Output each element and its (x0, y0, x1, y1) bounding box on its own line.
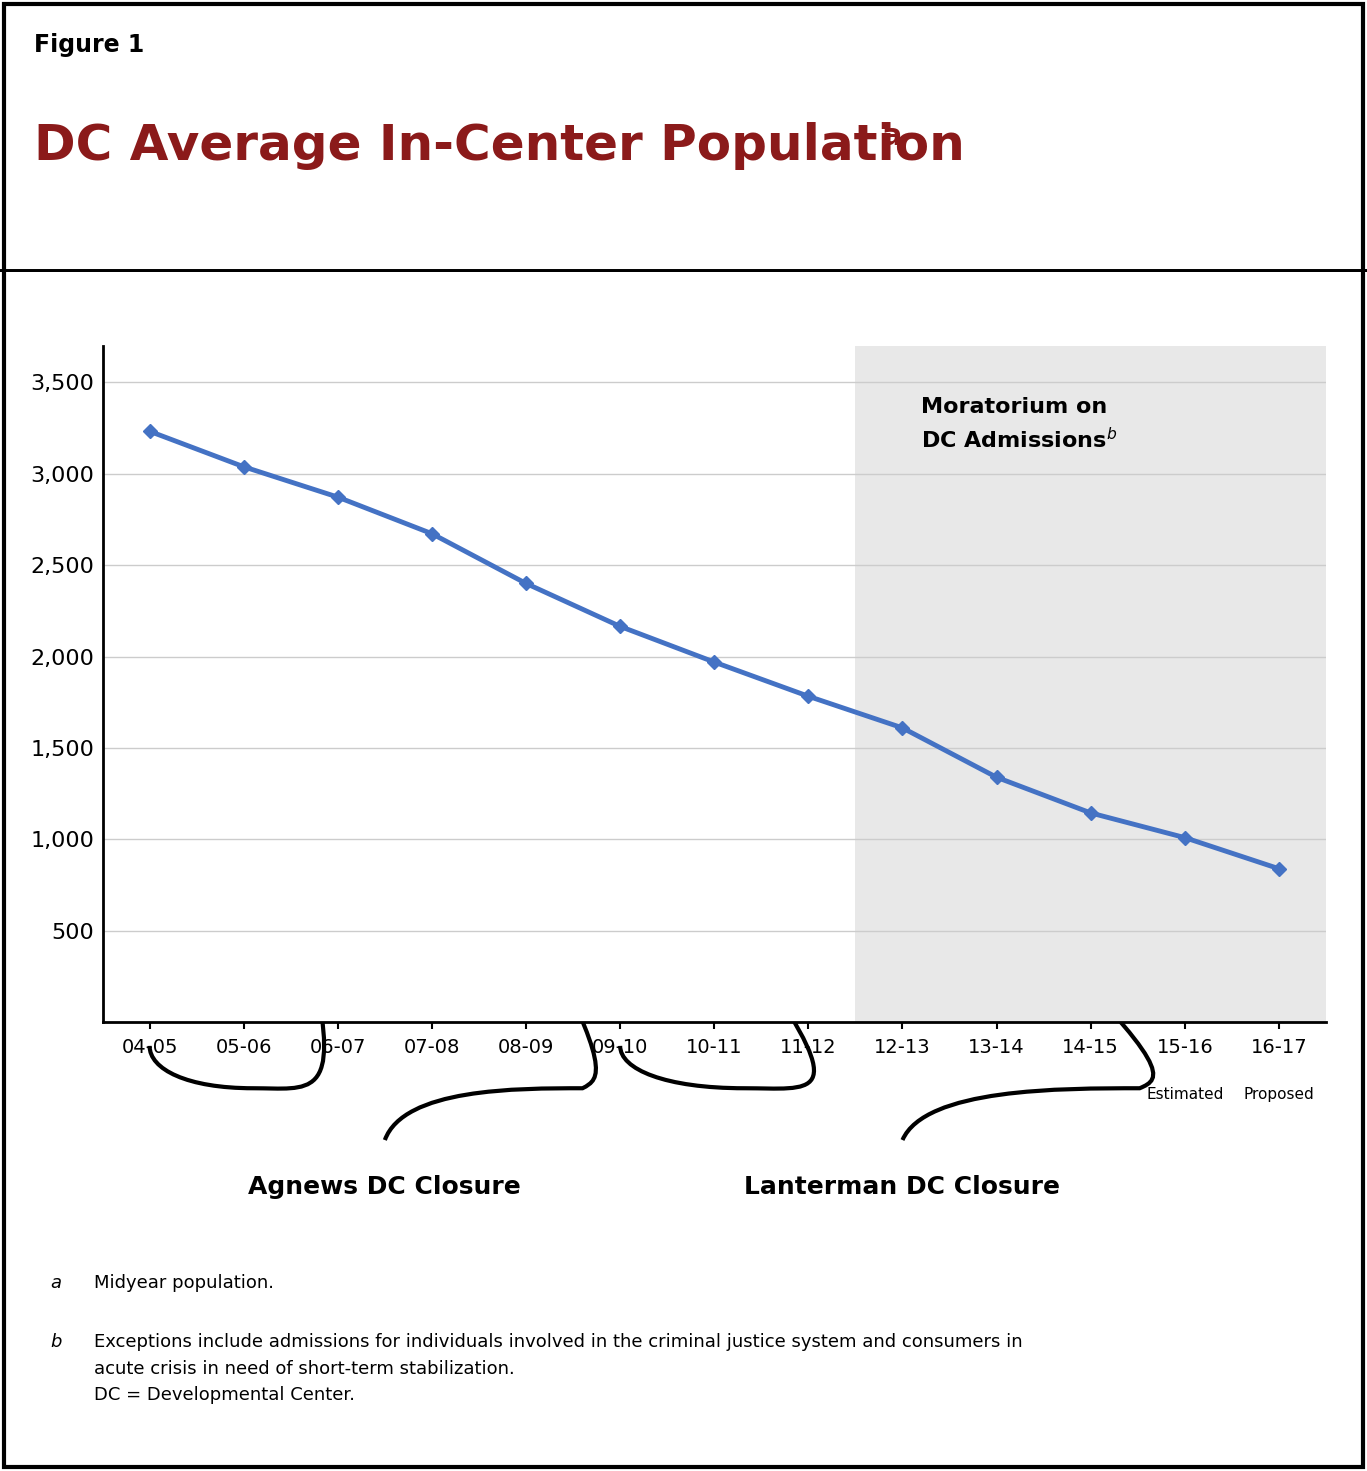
Text: Lanterman DC Closure: Lanterman DC Closure (745, 1175, 1061, 1199)
Bar (856, 346, 1326, 1022)
Text: a: a (51, 1274, 62, 1292)
Text: Exceptions include admissions for individuals involved in the criminal justice s: Exceptions include admissions for indivi… (94, 1333, 1023, 1403)
Text: Agnews DC Closure: Agnews DC Closure (249, 1175, 521, 1199)
Text: Midyear population.: Midyear population. (94, 1274, 273, 1292)
Text: Estimated: Estimated (1146, 1087, 1223, 1102)
Text: a: a (882, 122, 902, 152)
Text: 2004-05 Actuals to 2016-17 Proposed: 2004-05 Actuals to 2016-17 Proposed (34, 296, 533, 322)
Text: b: b (51, 1333, 62, 1352)
Text: Proposed: Proposed (1244, 1087, 1314, 1102)
Text: DC Average In-Center Population: DC Average In-Center Population (34, 122, 965, 171)
Text: Moratorium on
DC Admissions$^b$: Moratorium on DC Admissions$^b$ (921, 397, 1118, 453)
Text: Figure 1: Figure 1 (34, 32, 145, 57)
